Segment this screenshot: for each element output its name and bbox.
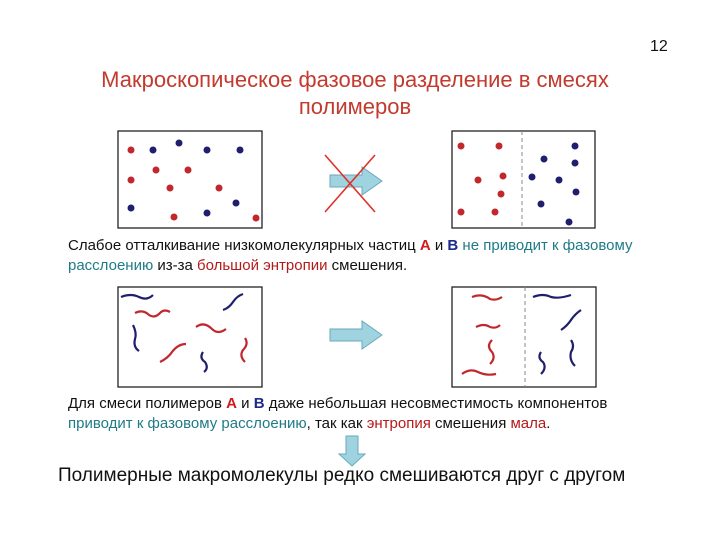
mixed-polymers-box bbox=[117, 286, 263, 388]
polymers-explanation: Для смеси полимеров A и B даже небольшая… bbox=[68, 395, 608, 432]
right-arrow-icon bbox=[329, 320, 383, 350]
page-number: 12 bbox=[650, 38, 668, 55]
separated-particles-box bbox=[451, 130, 596, 229]
down-arrow-icon bbox=[337, 435, 367, 467]
red-polymer-chains bbox=[134, 294, 503, 376]
cross-icon bbox=[324, 154, 376, 213]
slide-title: Макроскопическое фазовое разделение в см… bbox=[101, 67, 609, 119]
red-particles bbox=[127, 142, 507, 222]
separated-polymers-box bbox=[451, 286, 597, 388]
blue-particles bbox=[127, 139, 580, 226]
particles-explanation: Слабое отталкивание низкомолекулярных ча… bbox=[68, 237, 633, 274]
conclusion: Полимерные макромолекулы редко смешивают… bbox=[58, 465, 626, 486]
mixed-particles-box bbox=[117, 130, 263, 229]
blue-polymer-chains bbox=[120, 292, 582, 375]
right-arrow-icon bbox=[329, 166, 383, 196]
